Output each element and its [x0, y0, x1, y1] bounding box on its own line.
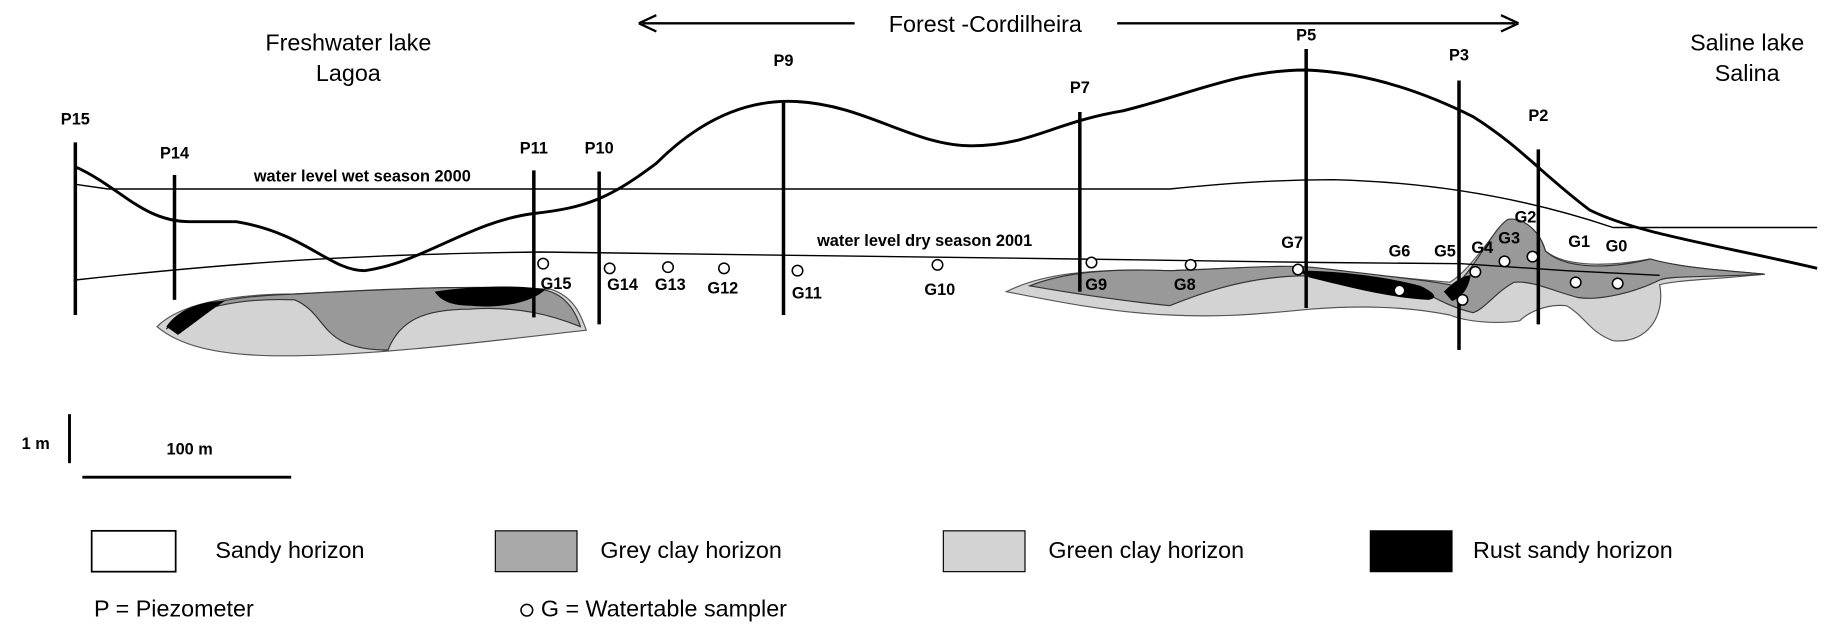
sampler-label: G7	[1281, 234, 1303, 252]
piezometer-label: P5	[1296, 26, 1316, 44]
sampler	[661, 261, 675, 274]
sampler-label: G5	[1434, 242, 1456, 260]
wet-level-line	[75, 178, 1818, 229]
rust-left-b	[434, 286, 546, 307]
left-lake-label: Lagoa	[316, 60, 381, 86]
sampler-label: G9	[1085, 276, 1107, 294]
sampler	[931, 258, 944, 271]
sampler-label: G4	[1471, 239, 1493, 257]
ground-surface	[74, 68, 1818, 273]
piezometer-label: P7	[1070, 79, 1090, 97]
right-lake-label: Saline lake	[1690, 29, 1804, 55]
legend-swatch	[942, 530, 1026, 573]
legend-note: P = Piezometer	[94, 595, 254, 621]
piezometer-label: P2	[1528, 107, 1548, 125]
legend-label: Rust sandy horizon	[1473, 537, 1673, 563]
sampler	[537, 257, 550, 270]
sampler	[1469, 265, 1482, 278]
dry-level-label: water level dry season 2001	[816, 232, 1032, 250]
sampler	[717, 262, 731, 275]
arrow-head-right	[1500, 14, 1519, 33]
piezometer-label: P10	[585, 140, 614, 158]
piezometer-label: P14	[160, 144, 189, 162]
wet-level-label: water level wet season 2000	[253, 168, 471, 186]
sampler	[1291, 263, 1305, 276]
piezometer-label: P3	[1449, 46, 1469, 64]
legend-swatch	[1369, 530, 1453, 573]
sampler-label: G13	[655, 276, 686, 294]
sampler	[603, 262, 616, 275]
dry-level-line	[75, 251, 1660, 281]
sampler	[1526, 250, 1539, 263]
sampler	[791, 264, 804, 277]
sampler	[1456, 293, 1469, 306]
left-lake-label: Freshwater lake	[265, 29, 431, 55]
sampler-label: G1	[1568, 233, 1590, 251]
sampler-label: G3	[1498, 229, 1520, 247]
legend-note: G = Watertable sampler	[541, 595, 787, 621]
sampler	[1569, 276, 1582, 289]
sampler	[1184, 258, 1197, 271]
span-label: Forest -Cordilheira	[889, 11, 1082, 37]
sampler	[1393, 284, 1406, 297]
piezometer-label: P11	[520, 140, 548, 158]
sampler-label: G14	[607, 276, 638, 294]
legend-label: Sandy horizon	[215, 537, 364, 563]
sampler-label: G6	[1389, 242, 1411, 260]
sampler	[1498, 255, 1511, 268]
sampler-label: G0	[1606, 238, 1628, 256]
piezometer-label: P15	[61, 110, 90, 128]
legend-label: Green clay horizon	[1048, 537, 1244, 563]
sampler	[1611, 277, 1624, 290]
sampler-label: G2	[1515, 208, 1537, 226]
sampler-label: G11	[792, 284, 822, 302]
sampler-label: G10	[924, 281, 955, 299]
legend-swatch	[494, 530, 578, 573]
legend-swatch	[90, 529, 177, 573]
sampler-label: G8	[1174, 276, 1196, 294]
sampler-label: G15	[541, 275, 572, 293]
arrow-head-left	[638, 14, 657, 33]
piezometer-label: P9	[774, 52, 794, 70]
sampler-symbol	[520, 603, 534, 617]
legend-label: Grey clay horizon	[600, 537, 782, 563]
vertical-scale-label: 1 m	[22, 435, 50, 453]
rust-left-a	[166, 301, 225, 335]
sampler-label: G12	[707, 280, 738, 298]
sampler	[1085, 256, 1098, 269]
right-lake-label: Salina	[1715, 60, 1780, 86]
horizontal-scale-label: 100 m	[167, 441, 213, 459]
